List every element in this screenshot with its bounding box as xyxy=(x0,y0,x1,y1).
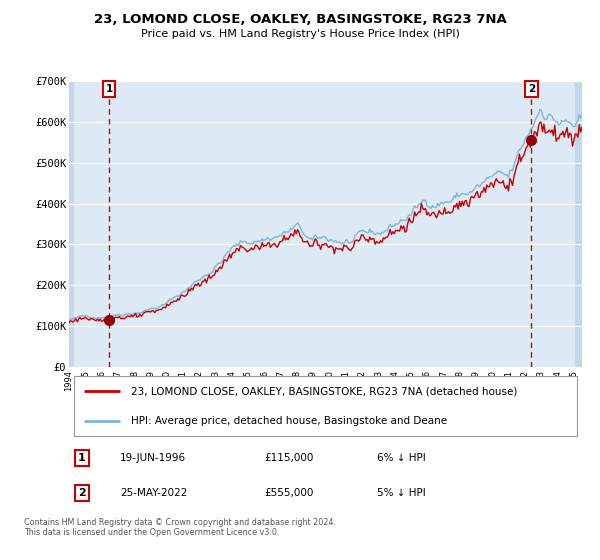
Text: 1: 1 xyxy=(106,84,113,94)
Text: 25-MAY-2022: 25-MAY-2022 xyxy=(121,488,188,498)
Text: 2: 2 xyxy=(78,488,86,498)
Text: 1: 1 xyxy=(78,453,86,463)
Text: £115,000: £115,000 xyxy=(264,453,313,463)
Text: 2: 2 xyxy=(528,84,535,94)
Bar xyxy=(575,81,582,367)
Text: HPI: Average price, detached house, Basingstoke and Deane: HPI: Average price, detached house, Basi… xyxy=(131,416,446,426)
Text: 23, LOMOND CLOSE, OAKLEY, BASINGSTOKE, RG23 7NA (detached house): 23, LOMOND CLOSE, OAKLEY, BASINGSTOKE, R… xyxy=(131,386,517,396)
Text: 5% ↓ HPI: 5% ↓ HPI xyxy=(377,488,425,498)
Text: 6% ↓ HPI: 6% ↓ HPI xyxy=(377,453,425,463)
Text: Contains HM Land Registry data © Crown copyright and database right 2024.
This d: Contains HM Land Registry data © Crown c… xyxy=(24,518,336,538)
FancyBboxPatch shape xyxy=(74,376,577,436)
Text: 23, LOMOND CLOSE, OAKLEY, BASINGSTOKE, RG23 7NA: 23, LOMOND CLOSE, OAKLEY, BASINGSTOKE, R… xyxy=(94,13,506,26)
Text: Price paid vs. HM Land Registry's House Price Index (HPI): Price paid vs. HM Land Registry's House … xyxy=(140,29,460,39)
Text: 19-JUN-1996: 19-JUN-1996 xyxy=(121,453,187,463)
Text: £555,000: £555,000 xyxy=(264,488,313,498)
Bar xyxy=(69,81,74,367)
